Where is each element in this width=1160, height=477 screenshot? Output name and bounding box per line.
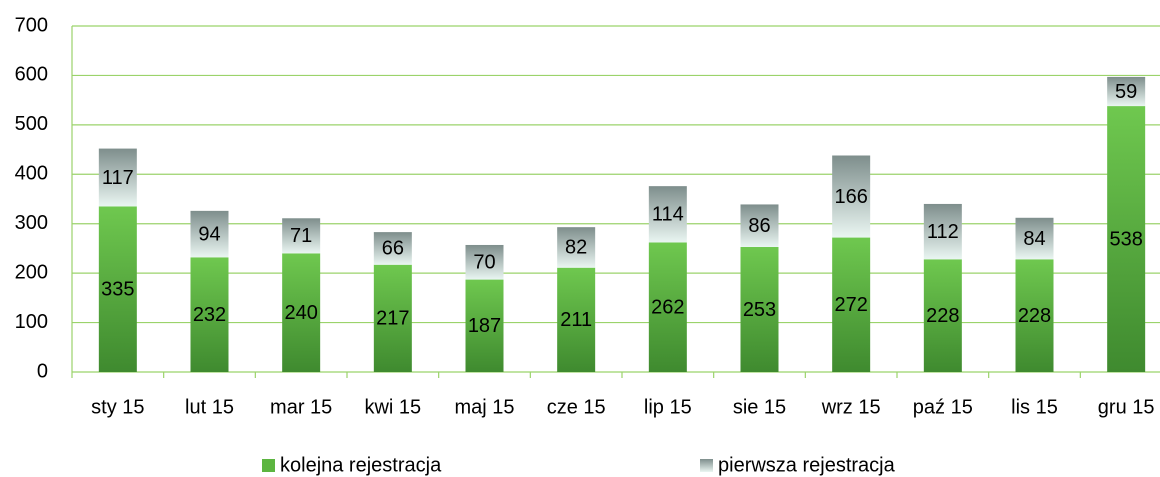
bar-segment (465, 244, 504, 280)
data-label: 335 (101, 278, 134, 300)
bar-segment (648, 186, 687, 243)
bar-segment (832, 237, 871, 372)
legend-label: kolejna rejestracja (280, 454, 442, 476)
bar-segment (282, 218, 321, 254)
bar-segment (740, 246, 779, 372)
data-label: 253 (743, 299, 776, 321)
bar-segment (373, 232, 412, 265)
legend-label: pierwsza rejestracja (718, 454, 896, 476)
x-tick-label: maj 15 (454, 396, 514, 418)
bar-segment (190, 210, 229, 258)
y-tick-label: 400 (15, 163, 48, 185)
y-tick-label: 600 (15, 64, 48, 86)
data-label: 217 (376, 308, 409, 330)
bar-segment (648, 242, 687, 372)
data-label: 70 (473, 252, 495, 274)
data-label: 82 (565, 237, 587, 259)
y-tick-label: 0 (37, 360, 48, 382)
x-tick-label: wrz 15 (821, 396, 881, 418)
data-label: 114 (652, 204, 684, 226)
data-label: 228 (926, 305, 959, 327)
bar-segment (1107, 106, 1146, 373)
bar-segment (557, 267, 596, 372)
data-label: 166 (834, 186, 867, 208)
data-label: 94 (198, 223, 220, 245)
y-tick-label: 100 (15, 311, 48, 333)
x-tick-label: sty 15 (91, 396, 144, 418)
bar-segment (923, 203, 962, 260)
data-label: 538 (1109, 228, 1142, 250)
data-label: 112 (927, 221, 959, 243)
bar-segment (190, 257, 229, 372)
bar-segment (282, 253, 321, 372)
bar-segment (98, 148, 137, 207)
bar-segment (832, 155, 871, 238)
x-tick-label: kwi 15 (364, 396, 421, 418)
data-label: 59 (1115, 81, 1137, 103)
y-tick-label: 500 (15, 113, 48, 135)
bar-segment (1107, 76, 1146, 107)
data-label: 232 (193, 304, 226, 326)
y-tick-label: 300 (15, 212, 48, 234)
bar-segment (373, 264, 412, 372)
data-label: 84 (1023, 228, 1045, 250)
x-tick-label: lut 15 (185, 396, 234, 418)
bar-segment (923, 259, 962, 372)
y-tick-label: 200 (15, 261, 48, 283)
x-tick-label: lip 15 (644, 396, 692, 418)
data-label: 71 (290, 225, 312, 247)
y-tick-label: 700 (15, 14, 48, 36)
legend-swatch (262, 459, 275, 472)
bar-segment (1015, 217, 1054, 260)
data-label: 228 (1018, 305, 1051, 327)
x-tick-label: paź 15 (913, 396, 973, 418)
bar-segment (465, 279, 504, 372)
legend-swatch (700, 459, 713, 472)
data-label: 211 (560, 309, 592, 331)
data-label: 66 (382, 238, 404, 260)
x-tick-label: lis 15 (1011, 396, 1058, 418)
data-label: 86 (748, 215, 770, 237)
x-tick-label: mar 15 (270, 396, 332, 418)
data-label: 272 (834, 294, 867, 316)
bar-segment (557, 227, 596, 268)
data-label: 262 (651, 297, 684, 319)
bar-segment (98, 206, 137, 372)
bar-segment (740, 204, 779, 247)
data-label: 117 (102, 167, 134, 189)
bar-segment (1015, 259, 1054, 372)
data-label: 187 (468, 315, 501, 337)
data-label: 240 (284, 302, 317, 324)
x-tick-label: cze 15 (547, 396, 606, 418)
x-tick-label: gru 15 (1098, 396, 1155, 418)
x-tick-label: sie 15 (733, 396, 786, 418)
